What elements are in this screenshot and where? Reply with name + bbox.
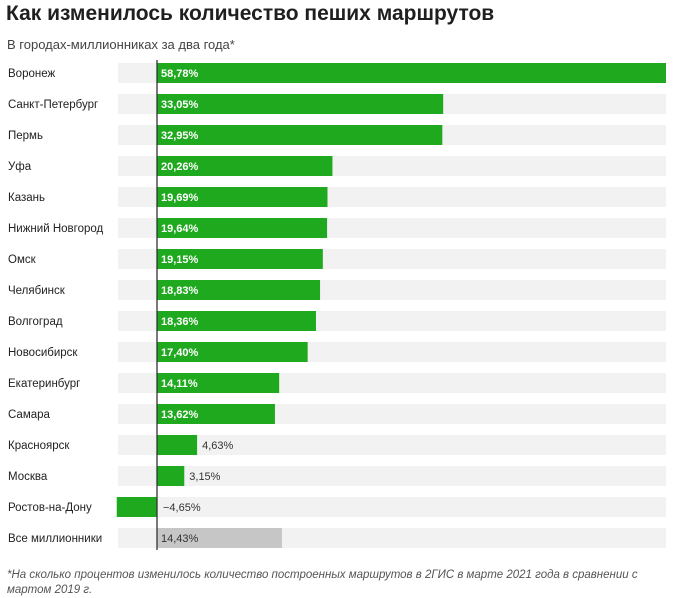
data-label: 17,40%: [161, 347, 199, 359]
category-label: Нижний Новгород: [8, 223, 104, 235]
category-label: Волгоград: [8, 316, 63, 328]
data-label: −4,65%: [163, 502, 201, 514]
data-label: 33,05%: [161, 99, 199, 111]
data-label: 3,15%: [189, 471, 220, 483]
data-label: 14,43%: [161, 533, 199, 545]
category-label: Екатеринбург: [8, 378, 80, 390]
category-label: Уфа: [8, 161, 32, 173]
category-label: Москва: [8, 471, 48, 483]
category-label: Ростов-на-Дону: [8, 502, 92, 514]
bar: [157, 156, 333, 176]
category-label: Санкт-Петербург: [8, 99, 98, 111]
bar-track: [118, 497, 666, 517]
chart-title: Как изменилось количество пеших маршруто…: [6, 2, 495, 25]
bar: [157, 218, 328, 238]
bar: [157, 466, 185, 486]
data-label: 19,15%: [161, 254, 199, 266]
bar: [157, 63, 666, 83]
bar: [157, 404, 275, 424]
bar: [157, 280, 321, 300]
category-label: Омск: [8, 254, 37, 266]
bar: [157, 528, 282, 548]
category-label: Воронеж: [8, 68, 55, 80]
chart-subtitle: В городах-миллионниках за два года*: [7, 37, 235, 52]
data-label: 20,26%: [161, 161, 199, 173]
bar-chart: Воронеж 58,78% Санкт-Петербург 33,05% Пермь 3…: [8, 60, 666, 550]
data-label: 18,36%: [161, 316, 199, 328]
category-label: Пермь: [8, 130, 43, 142]
chart-footnote: *На сколько процентов изменилось количес…: [7, 569, 638, 596]
category-label: Челябинск: [8, 285, 66, 297]
category-label: Все миллионники: [8, 533, 102, 545]
bar: [157, 125, 443, 145]
bar: [157, 311, 316, 331]
bar: [157, 187, 328, 207]
category-label: Казань: [8, 192, 45, 204]
data-label: 58,78%: [161, 68, 199, 80]
bar: [157, 342, 308, 362]
bar-track: [118, 466, 666, 486]
data-label: 19,69%: [161, 192, 199, 204]
bar: [157, 249, 323, 269]
data-label: 19,64%: [161, 223, 199, 235]
data-label: 18,83%: [161, 285, 199, 297]
bar: [157, 435, 198, 455]
category-label: Новосибирск: [8, 347, 78, 359]
bar: [157, 94, 444, 114]
data-label: 14,11%: [161, 378, 198, 390]
bar: [116, 497, 157, 517]
category-label: Самара: [8, 409, 51, 421]
category-label: Красноярск: [8, 440, 70, 452]
bar-track: [118, 435, 666, 455]
bar: [157, 373, 280, 393]
data-label: 13,62%: [161, 409, 199, 421]
data-label: 4,63%: [202, 440, 233, 452]
data-label: 32,95%: [161, 130, 199, 142]
